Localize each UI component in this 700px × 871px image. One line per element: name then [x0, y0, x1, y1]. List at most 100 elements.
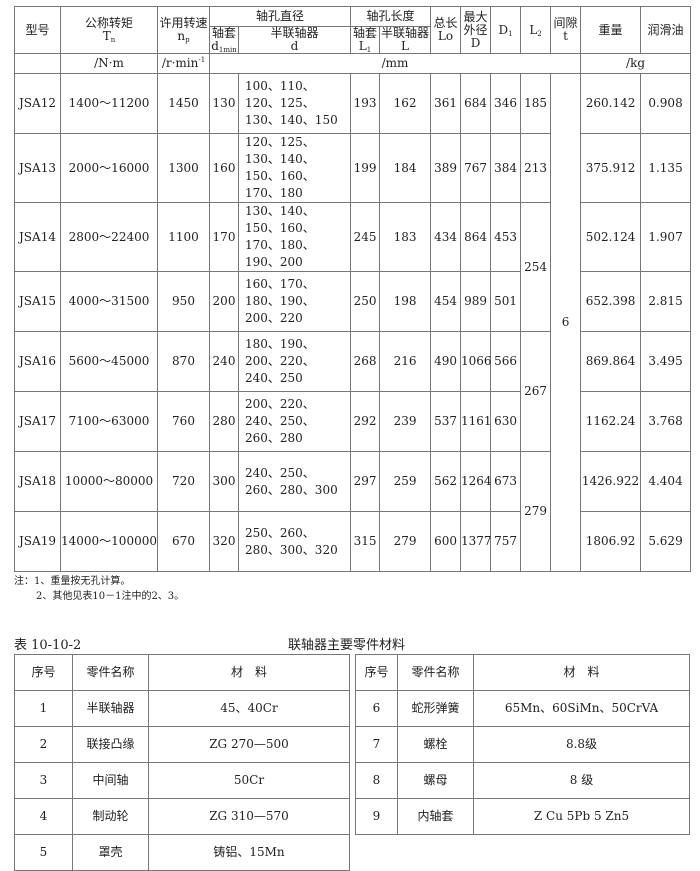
cell-L1: 292	[350, 391, 381, 452]
cell-no: 3	[14, 762, 73, 799]
cell-torque: 1400～11200	[60, 73, 158, 134]
cell-oil: 1.135	[640, 133, 692, 203]
cell-speed: 1300	[157, 133, 210, 203]
cell-d: 200、220、240、250、260、280	[237, 391, 352, 452]
table-row: JSA12 1400～11200 1450 130 100、110、120、125、13…	[14, 73, 692, 572]
header-total-length: 总长 Lo	[430, 6, 462, 54]
cell-Lo: 361	[430, 73, 462, 134]
cell-no: 4	[14, 798, 73, 835]
cell-model: JSA16	[14, 331, 61, 392]
coupling-parameters-table: 型号 公称转矩 Tn 许用转速 np 轴孔直径 轴孔长度 总长 Lo 最大外径 D D1…	[14, 6, 692, 572]
cell-part: 联接凸缘	[72, 726, 149, 763]
cell-L: 239	[379, 391, 432, 452]
cell-speed: 1100	[157, 202, 210, 272]
cell-D1: 501	[490, 271, 522, 332]
cell-Lo: 454	[430, 271, 462, 332]
unit-mm: /mm	[208, 53, 582, 74]
cell-speed: 670	[157, 511, 210, 572]
cell-L2: 279	[520, 451, 552, 572]
table-row: JSA18 10000～80000 720 300 240、250、260、280、30…	[14, 451, 692, 572]
table2-title: 联轴器主要零件材料	[288, 638, 406, 653]
cell-d: 130、140、150、160、170、180、190、200	[237, 202, 352, 272]
cell-torque: 2800～22400	[60, 202, 158, 272]
cell-d: 250、260、280、300、320	[237, 511, 352, 572]
cell-material: Z Cu 5Pb 5 Zn5	[473, 798, 690, 835]
cell-weight: 1806.92	[580, 511, 642, 572]
cell-speed: 720	[157, 451, 210, 512]
cell-oil: 0.908	[640, 73, 692, 134]
header-cell: 零件名称	[72, 654, 149, 691]
cell-D1: 384	[490, 133, 522, 203]
table-row: 5 罩壳 铸铝、15Mn	[14, 834, 350, 871]
cell-model: JSA17	[14, 391, 61, 452]
cell-L1: 193	[350, 73, 381, 134]
header-D1: D1	[490, 6, 522, 54]
cell-D: 1377	[460, 511, 492, 572]
cell-oil: 3.495	[640, 331, 692, 392]
cell-torque: 4000～31500	[60, 271, 158, 332]
table-row: 8 螺母 8 级	[355, 762, 690, 799]
header-cell: 材 料	[473, 654, 690, 691]
header-cell: 序号	[355, 654, 398, 691]
cell-D: 864	[460, 202, 492, 272]
cell-L: 162	[379, 73, 432, 134]
table-notes: 注：1、重量按无孔计算。 2、其他见表10－1注中的2、3。	[14, 574, 184, 604]
header-speed: 许用转速 np	[157, 6, 210, 54]
table2-label: 表 10-10-2	[14, 638, 82, 653]
header-L1: 轴套 L1	[350, 26, 381, 54]
cell-no: 5	[14, 834, 73, 871]
header-max-od: 最大外径 D	[460, 6, 492, 54]
note-1: 注：1、重量按无孔计算。	[14, 576, 131, 587]
cell-L1: 245	[350, 202, 381, 272]
cell-speed: 1450	[157, 73, 210, 134]
cell-no: 2	[14, 726, 73, 763]
cell-no: 9	[355, 798, 398, 835]
header-oil: 润滑油	[640, 6, 692, 54]
cell-L1: 297	[350, 451, 381, 512]
cell-oil: 3.768	[640, 391, 692, 452]
cell-D1: 673	[490, 451, 522, 512]
cell-L2: 213	[520, 133, 552, 203]
cell-d1: 170	[209, 202, 239, 272]
table-row: JSA17 7100～63000 760 280 200、220、240、250、260…	[14, 391, 692, 452]
header-cell: 序号	[14, 654, 73, 691]
cell-L: 259	[379, 451, 432, 512]
cell-model: JSA19	[14, 511, 61, 572]
cell-D: 684	[460, 73, 492, 134]
header-cell: 零件名称	[397, 654, 474, 691]
cell-oil: 2.815	[640, 271, 692, 332]
cell-L2: 254	[520, 202, 552, 332]
cell-no: 6	[355, 690, 398, 727]
cell-oil: 1.907	[640, 202, 692, 272]
cell-L2: 267	[520, 331, 552, 452]
cell-d1: 320	[209, 511, 239, 572]
cell-Lo: 600	[430, 511, 462, 572]
cell-D: 1264	[460, 451, 492, 512]
cell-torque: 5600～45000	[60, 331, 158, 392]
header-bore-length: 轴孔长度	[350, 6, 432, 27]
header-weight: 重量	[580, 6, 642, 54]
cell-material: 65Mn、60SiMn、50CrVA	[473, 690, 690, 727]
cell-oil: 4.404	[640, 451, 692, 512]
cell-oil: 5.629	[640, 511, 692, 572]
unit-torque: /N·m	[60, 53, 158, 74]
header-sleeve-d: 轴套 d1min	[209, 26, 239, 54]
table-row: JSA13 2000～16000 1300 160 120、125、130、140、15…	[14, 133, 692, 203]
table-row: JSA15 4000～31500 950 200 160、170、180、190、200…	[14, 271, 692, 332]
header-model: 型号	[14, 6, 61, 54]
cell-L: 183	[379, 202, 432, 272]
table-row: 7 螺栓 8.8级	[355, 726, 690, 763]
unit-kg: /kg	[580, 53, 692, 74]
cell-d1: 200	[209, 271, 239, 332]
cell-d1: 300	[209, 451, 239, 512]
cell-torque: 7100～63000	[60, 391, 158, 452]
cell-d: 160、170、180、190、200、220	[237, 271, 352, 332]
cell-torque: 10000～80000	[60, 451, 158, 512]
cell-material: 8 级	[473, 762, 690, 799]
cell-Lo: 434	[430, 202, 462, 272]
cell-material: 8.8级	[473, 726, 690, 763]
cell-material: 45、40Cr	[148, 690, 350, 727]
cell-part: 螺母	[397, 762, 474, 799]
cell-L1: 268	[350, 331, 381, 392]
cell-no: 7	[355, 726, 398, 763]
